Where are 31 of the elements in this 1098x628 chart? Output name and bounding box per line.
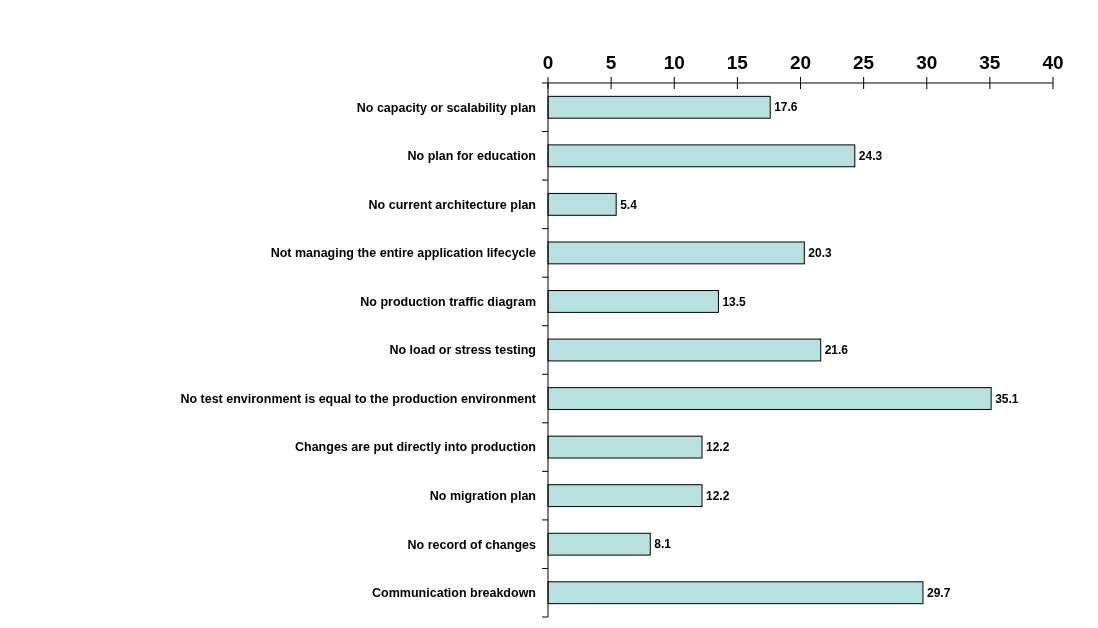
data-label: 17.6 — [774, 100, 798, 115]
x-tick-label: 35 — [979, 52, 1001, 73]
data-label: 13.5 — [722, 294, 747, 309]
data-label: 29.7 — [926, 585, 951, 600]
y-tick-label: No production traffic diagram — [360, 294, 536, 309]
y-tick-label: No current architecture plan — [368, 197, 536, 212]
x-tick-label: 40 — [1042, 52, 1064, 73]
y-tick-label: No plan for education — [407, 149, 536, 164]
data-label: 20.3 — [808, 246, 832, 261]
x-tick-label: 20 — [789, 52, 812, 73]
y-tick-label: Changes are put directly into production — [295, 440, 536, 455]
y-tick-label: No load or stress testing — [389, 343, 536, 358]
y-tick-label: Communication breakdown — [372, 586, 536, 601]
x-tick-label: 0 — [542, 52, 554, 73]
x-tick-label: 30 — [916, 52, 938, 73]
data-label: 12.2 — [706, 440, 730, 455]
data-label: 24.3 — [858, 149, 883, 164]
y-tick-label: No migration plan — [429, 489, 536, 504]
y-tick-label: No record of changes — [407, 537, 537, 552]
x-tick-label: 5 — [605, 52, 617, 73]
data-label: 12.2 — [706, 488, 730, 503]
y-tick-label: No test environment is equal to the production environment — [180, 391, 537, 406]
x-tick-label: 10 — [663, 52, 685, 73]
y-tick-label: No capacity or scalability plan — [356, 100, 536, 115]
data-label: 35.1 — [995, 391, 1019, 406]
data-label: 8.1 — [654, 537, 672, 552]
x-tick-label: 25 — [853, 52, 875, 73]
x-tick-label: 15 — [726, 52, 749, 73]
data-label: 5.4 — [620, 197, 638, 212]
y-tick-label: Not managing the entire application lifecycle — [270, 246, 537, 261]
data-label: 21.6 — [824, 343, 849, 358]
